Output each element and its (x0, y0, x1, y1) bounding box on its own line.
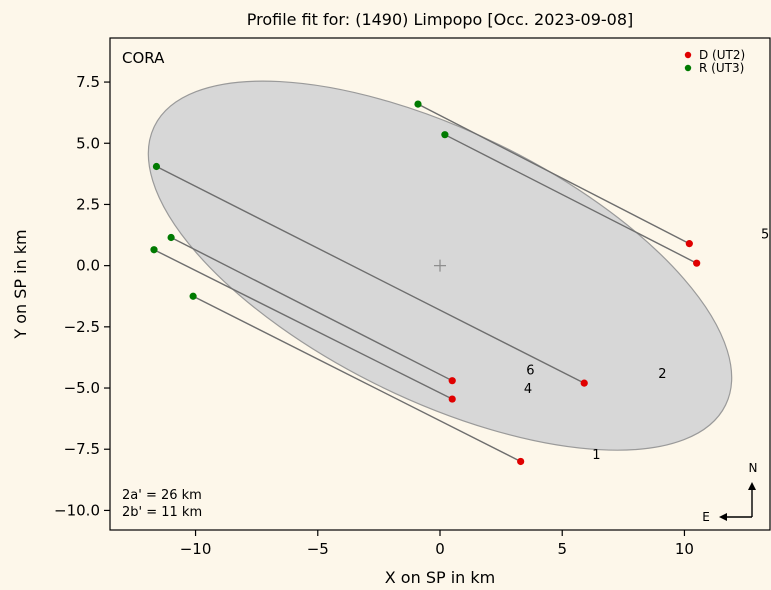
plot-area (147, 80, 733, 466)
chord-line-5 (153, 249, 453, 400)
disappear-point-4 (448, 377, 456, 385)
reappear-point-6 (189, 292, 197, 300)
y-tick-label-0: −10.0 (54, 501, 100, 519)
y-tick-label-4: 0.0 (76, 257, 100, 275)
y-tick-label-5: 2.5 (76, 195, 100, 213)
axis-ticks: −10 −5 0 5 10 −10.0 −7.5 −5.0 −2.5 0.0 2.5 5.0 7.5 (54, 73, 694, 558)
y-tick-label-3: −2.5 (64, 318, 100, 336)
legend-label-1: D (UT2) (699, 48, 745, 62)
fit-size-text: 2a' = 26 km 2b' = 11 km (122, 488, 202, 520)
legend-label-2: R (UT3) (699, 61, 744, 75)
y-tick-label-6: 5.0 (76, 134, 100, 152)
y-tick-label-7: 7.5 (76, 73, 100, 91)
chord-line-3 (156, 165, 585, 384)
x-axis-label: X on SP in km (385, 568, 495, 587)
reappear-point-5 (150, 246, 158, 254)
compass: NE (702, 461, 757, 524)
x-tick-label-1: −5 (307, 540, 329, 558)
reappear-point-1 (414, 100, 422, 108)
fit-text-line-1: 2a' = 26 km (122, 488, 202, 503)
fit-text-line-2: 2b' = 11 km (122, 505, 202, 520)
chord-line-2 (444, 134, 697, 264)
chord-label-5: 5 (761, 228, 769, 243)
chord-label-1: 1 (592, 448, 600, 463)
disappear-point-1 (685, 240, 693, 248)
chord-line-4 (170, 236, 453, 382)
chord-label-2: 2 (658, 367, 666, 382)
y-axis-label: Y on SP in km (11, 229, 30, 339)
legend-marker-1 (684, 51, 692, 59)
east-label: E (702, 510, 710, 524)
disappear-point-3 (580, 379, 588, 387)
chart-title: Profile fit for: (1490) Limpopo [Occ. 20… (247, 10, 634, 29)
x-tick-label-4: 10 (675, 540, 694, 558)
legend-marker-2 (684, 64, 692, 72)
y-tick-label-2: −5.0 (64, 379, 100, 397)
x-tick-label-2: 0 (435, 540, 445, 558)
chord-label-4: 4 (524, 382, 532, 397)
x-tick-label-0: −10 (180, 540, 212, 558)
fit-ellipse (147, 80, 733, 451)
disappear-point-5 (448, 395, 456, 403)
chord-label-6: 6 (526, 364, 534, 379)
disappear-point-2 (693, 259, 701, 267)
disappear-point-6 (517, 457, 525, 466)
chord-line-6 (192, 295, 521, 463)
center-marker (434, 259, 446, 272)
reappear-point-4 (167, 233, 175, 242)
legend: D (UT2)R (UT3) (684, 48, 745, 75)
chord-line-1 (417, 103, 690, 245)
reappear-point-3 (152, 162, 161, 171)
north-label: N (749, 461, 758, 475)
observer-label: CORA (122, 49, 165, 67)
north-arrowhead (748, 482, 756, 490)
reappear-point-2 (441, 131, 449, 139)
x-tick-label-3: 5 (557, 540, 567, 558)
y-tick-label-1: −7.5 (64, 440, 100, 458)
east-arrowhead (719, 513, 727, 521)
